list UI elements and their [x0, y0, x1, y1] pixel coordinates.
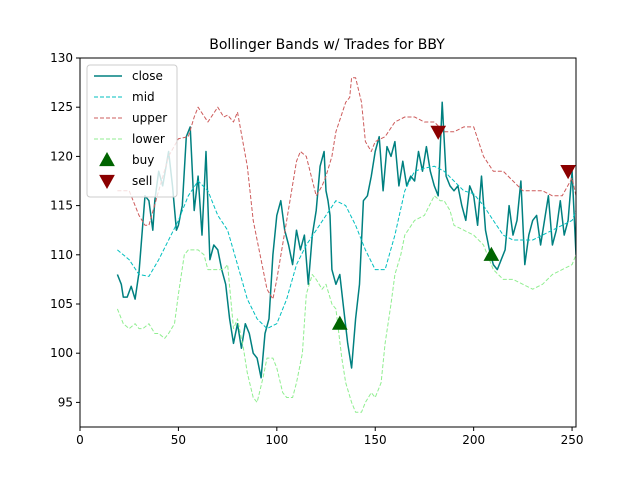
y-tick-label: 100 — [50, 346, 73, 360]
x-tick-label: 200 — [462, 433, 485, 447]
y-tick-label: 95 — [58, 395, 73, 409]
legend-label-sell: sell — [132, 174, 152, 188]
y-tick-label: 105 — [50, 297, 73, 311]
chart-title: Bollinger Bands w/ Trades for BBY — [209, 37, 445, 53]
series-lower-line — [116, 195, 576, 413]
x-tick-label: 150 — [364, 433, 387, 447]
legend: close mid upper lower buy sell — [86, 64, 178, 198]
buy-marker — [483, 246, 500, 261]
series-mid-line — [117, 165, 576, 330]
legend-label-close: close — [132, 69, 163, 83]
y-tick-label: 110 — [50, 248, 73, 262]
legend-label-mid: mid — [132, 90, 155, 104]
y-tick-label: 130 — [50, 51, 73, 65]
legend-label-lower: lower — [132, 132, 165, 146]
legend-swatch-sell — [99, 174, 115, 190]
y-tick-label: 115 — [50, 199, 73, 213]
y-tick-label: 120 — [50, 149, 73, 163]
x-tick-label: 50 — [171, 433, 186, 447]
plot-frame — [79, 57, 577, 428]
x-tick-label: 250 — [561, 433, 584, 447]
series-close-line — [116, 101, 576, 379]
x-tick-label: 100 — [265, 433, 288, 447]
legend-swatch-buy — [99, 151, 115, 167]
legend-label-upper: upper — [132, 111, 167, 125]
series-layer — [116, 77, 576, 413]
x-tick-label: 0 — [76, 433, 84, 447]
y-tick-label: 125 — [50, 100, 73, 114]
marker-layer — [331, 125, 576, 330]
sell-marker — [560, 165, 576, 180]
axis-layer: 0 50 100 150 200 250 95 100 105 110 115 120 125 130 — [50, 51, 583, 447]
series-upper-line — [117, 77, 576, 300]
buy-marker — [331, 315, 348, 330]
legend-label-buy: buy — [132, 153, 154, 167]
sell-marker — [430, 125, 447, 140]
